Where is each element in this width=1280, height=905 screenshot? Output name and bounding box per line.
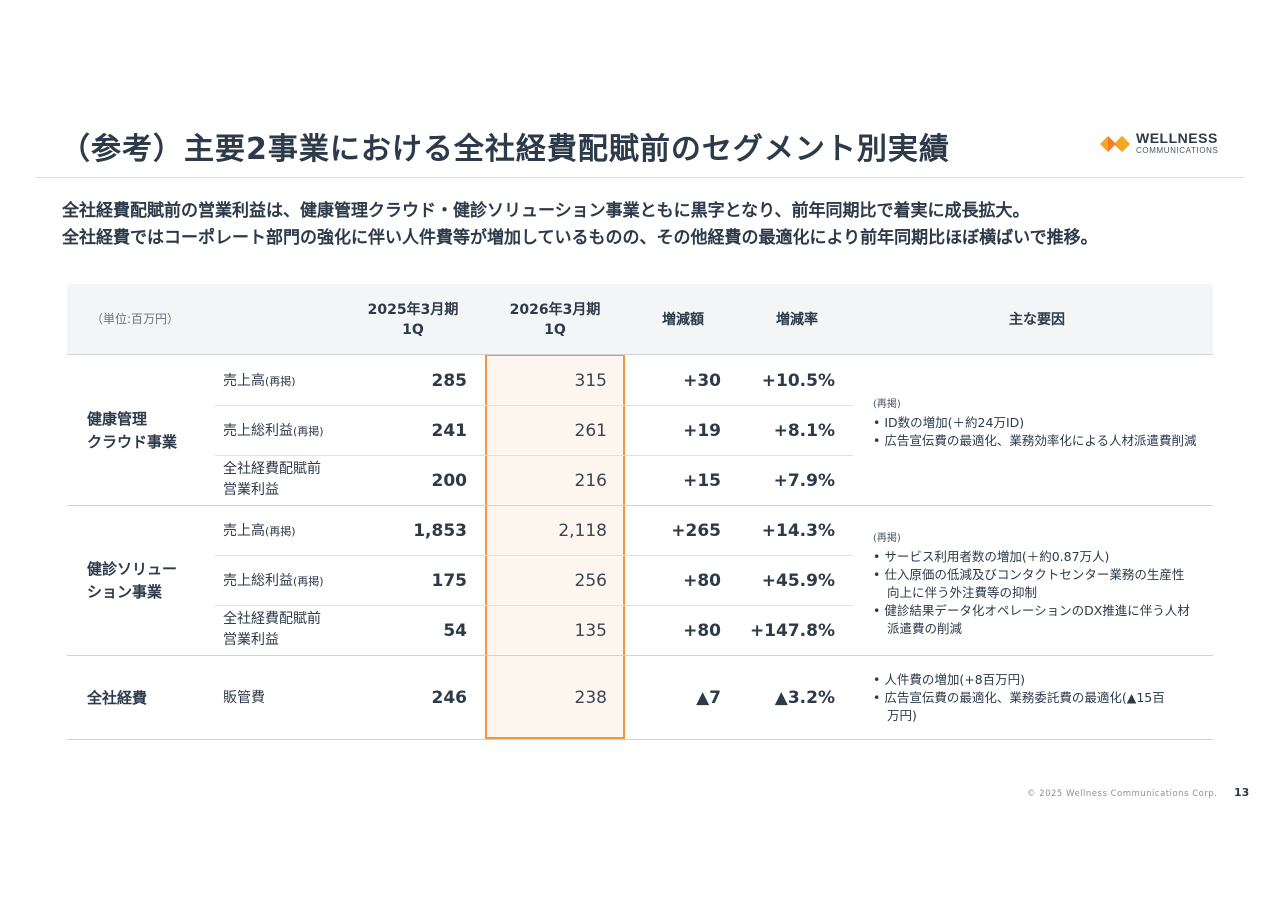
- row-divider: [67, 505, 1213, 506]
- company-logo: WELLNESS COMMUNICATIONS: [1098, 130, 1228, 158]
- row-divider: [215, 555, 853, 556]
- lead-line-1: 全社経費配賦前の営業利益は、健康管理クラウド・健診ソリューション事業ともに黒字と…: [62, 201, 1030, 221]
- header-prev-period: 2025年3月期 1Q: [357, 300, 469, 340]
- segment-name-line1: 全社経費: [87, 689, 148, 707]
- header-factors: 主な要因: [1009, 312, 1065, 328]
- page-number: 13: [1234, 786, 1250, 799]
- table-row-item: 全社経費配賦前 営業利益: [223, 611, 321, 648]
- curr-value: 216: [574, 471, 607, 491]
- curr-value: 238: [574, 688, 607, 708]
- change-value: +80: [683, 571, 721, 591]
- curr-value: 135: [574, 621, 607, 641]
- table-header: （単位:百万円） 2025年3月期 1Q 2026年3月期 1Q 増減額 増減率…: [67, 284, 1213, 355]
- rate-value: ▲3.2%: [774, 688, 835, 708]
- logo-sub-text: COMMUNICATIONS: [1136, 146, 1219, 155]
- factors-health-cloud: (再掲) • ID数の増加(＋約24万ID) • 広告宣伝費の最適化、業務効率化…: [873, 396, 1203, 450]
- segment-name-checkup-solution: 健診ソリュー ション事業: [87, 558, 177, 604]
- header-rate: 増減率: [776, 312, 818, 328]
- factor-tag: (再掲): [873, 533, 901, 544]
- factors-checkup-solution: (再掲) • サービス利用者数の増加(＋約0.87万人) • 仕入原価の低減及び…: [873, 530, 1193, 638]
- factor-tag: (再掲): [873, 399, 901, 410]
- rate-value: +147.8%: [749, 621, 835, 641]
- change-value: +80: [683, 621, 721, 641]
- prev-value: 246: [431, 688, 468, 708]
- lead-line-2: 全社経費ではコーポレート部門の強化に伴い人件費等が増加しているものの、その他経費…: [62, 228, 1098, 248]
- factor-item: • 仕入原価の低減及びコンタクトセンター業務の生産性向上に伴う外注費等の抑制: [873, 567, 1185, 600]
- segment-name-line2: ション事業: [87, 583, 163, 601]
- segment-name-health-cloud: 健康管理 クラウド事業: [87, 408, 177, 454]
- segment-name-line1: 健診ソリュー: [87, 560, 178, 578]
- change-value: +15: [683, 471, 721, 491]
- row-divider: [215, 405, 853, 406]
- rate-value: +45.9%: [761, 571, 835, 591]
- factor-item: • 人件費の増加(+8百万円): [873, 672, 1026, 687]
- header-curr-period: 2026年3月期 1Q: [495, 300, 615, 340]
- prev-value: 54: [443, 621, 467, 641]
- curr-value: 256: [574, 571, 607, 591]
- table-row-item: 全社経費配賦前 営業利益: [223, 461, 321, 498]
- row-divider: [67, 354, 1213, 355]
- logo-brand-text: WELLNESS: [1136, 130, 1218, 146]
- segment-name-corporate-expense: 全社経費: [87, 687, 147, 710]
- copyright: © 2025 Wellness Communications Corp.: [1027, 789, 1218, 799]
- factor-item: • 広告宣伝費の最適化、業務委託費の最適化(▲15百万円): [873, 690, 1165, 723]
- segment-name-line1: 健康管理: [87, 410, 148, 428]
- rate-value: +7.9%: [773, 471, 835, 491]
- prev-value: 175: [431, 571, 468, 591]
- change-value: +19: [683, 421, 721, 441]
- factor-item: • ID数の増加(＋約24万ID): [873, 415, 1025, 430]
- change-value: +265: [671, 521, 721, 541]
- prev-value: 285: [431, 371, 468, 391]
- lead-summary: 全社経費配賦前の営業利益は、健康管理クラウド・健診ソリューション事業ともに黒字と…: [62, 198, 1098, 252]
- curr-value: 2,118: [558, 521, 607, 541]
- row-divider: [67, 655, 1213, 656]
- segment-name-line2: クラウド事業: [87, 433, 178, 451]
- header-prev-line2: 1Q: [402, 322, 424, 338]
- row-divider: [67, 739, 1213, 740]
- header-prev-line1: 2025年3月期: [367, 302, 459, 318]
- prev-value: 1,853: [413, 521, 467, 541]
- prev-value: 241: [431, 421, 468, 441]
- factors-corporate-expense: • 人件費の増加(+8百万円) • 広告宣伝費の最適化、業務委託費の最適化(▲1…: [873, 671, 1173, 725]
- prev-value: 200: [431, 471, 468, 491]
- header-change: 増減額: [662, 312, 704, 328]
- title-divider: [36, 177, 1244, 178]
- header-curr-line2: 1Q: [544, 322, 566, 338]
- curr-value: 261: [574, 421, 607, 441]
- curr-value: 315: [574, 371, 607, 391]
- header-curr-line1: 2026年3月期: [509, 302, 601, 318]
- table-row-item: 売上高(再掲): [223, 523, 296, 539]
- page-title: （参考）主要2事業における全社経費配賦前のセグメント別実績: [60, 132, 950, 167]
- factor-item: • 広告宣伝費の最適化、業務効率化による人材派遣費削減: [873, 433, 1197, 448]
- factor-item: • サービス利用者数の増加(＋約0.87万人): [873, 549, 1110, 564]
- rate-value: +14.3%: [761, 521, 835, 541]
- wellness-logo-icon: [1100, 136, 1130, 152]
- row-divider: [215, 605, 853, 606]
- factor-item: • 健診結果データ化オペレーションのDX推進に伴う人材派遣費の削減: [873, 603, 1190, 636]
- rate-value: +8.1%: [773, 421, 835, 441]
- table-row-item: 売上総利益(再掲): [223, 423, 324, 439]
- table-row-item: 売上高(再掲): [223, 373, 296, 389]
- row-divider: [215, 455, 853, 456]
- current-period-highlight: [485, 354, 625, 739]
- unit-label: （単位:百万円）: [91, 312, 180, 326]
- change-value: +30: [683, 371, 721, 391]
- table-row-item: 売上総利益(再掲): [223, 573, 324, 589]
- change-value: ▲7: [696, 688, 721, 708]
- rate-value: +10.5%: [761, 371, 835, 391]
- segment-results-table: （単位:百万円） 2025年3月期 1Q 2026年3月期 1Q 増減額 増減率…: [67, 284, 1213, 744]
- table-row-item: 販管費: [223, 690, 265, 706]
